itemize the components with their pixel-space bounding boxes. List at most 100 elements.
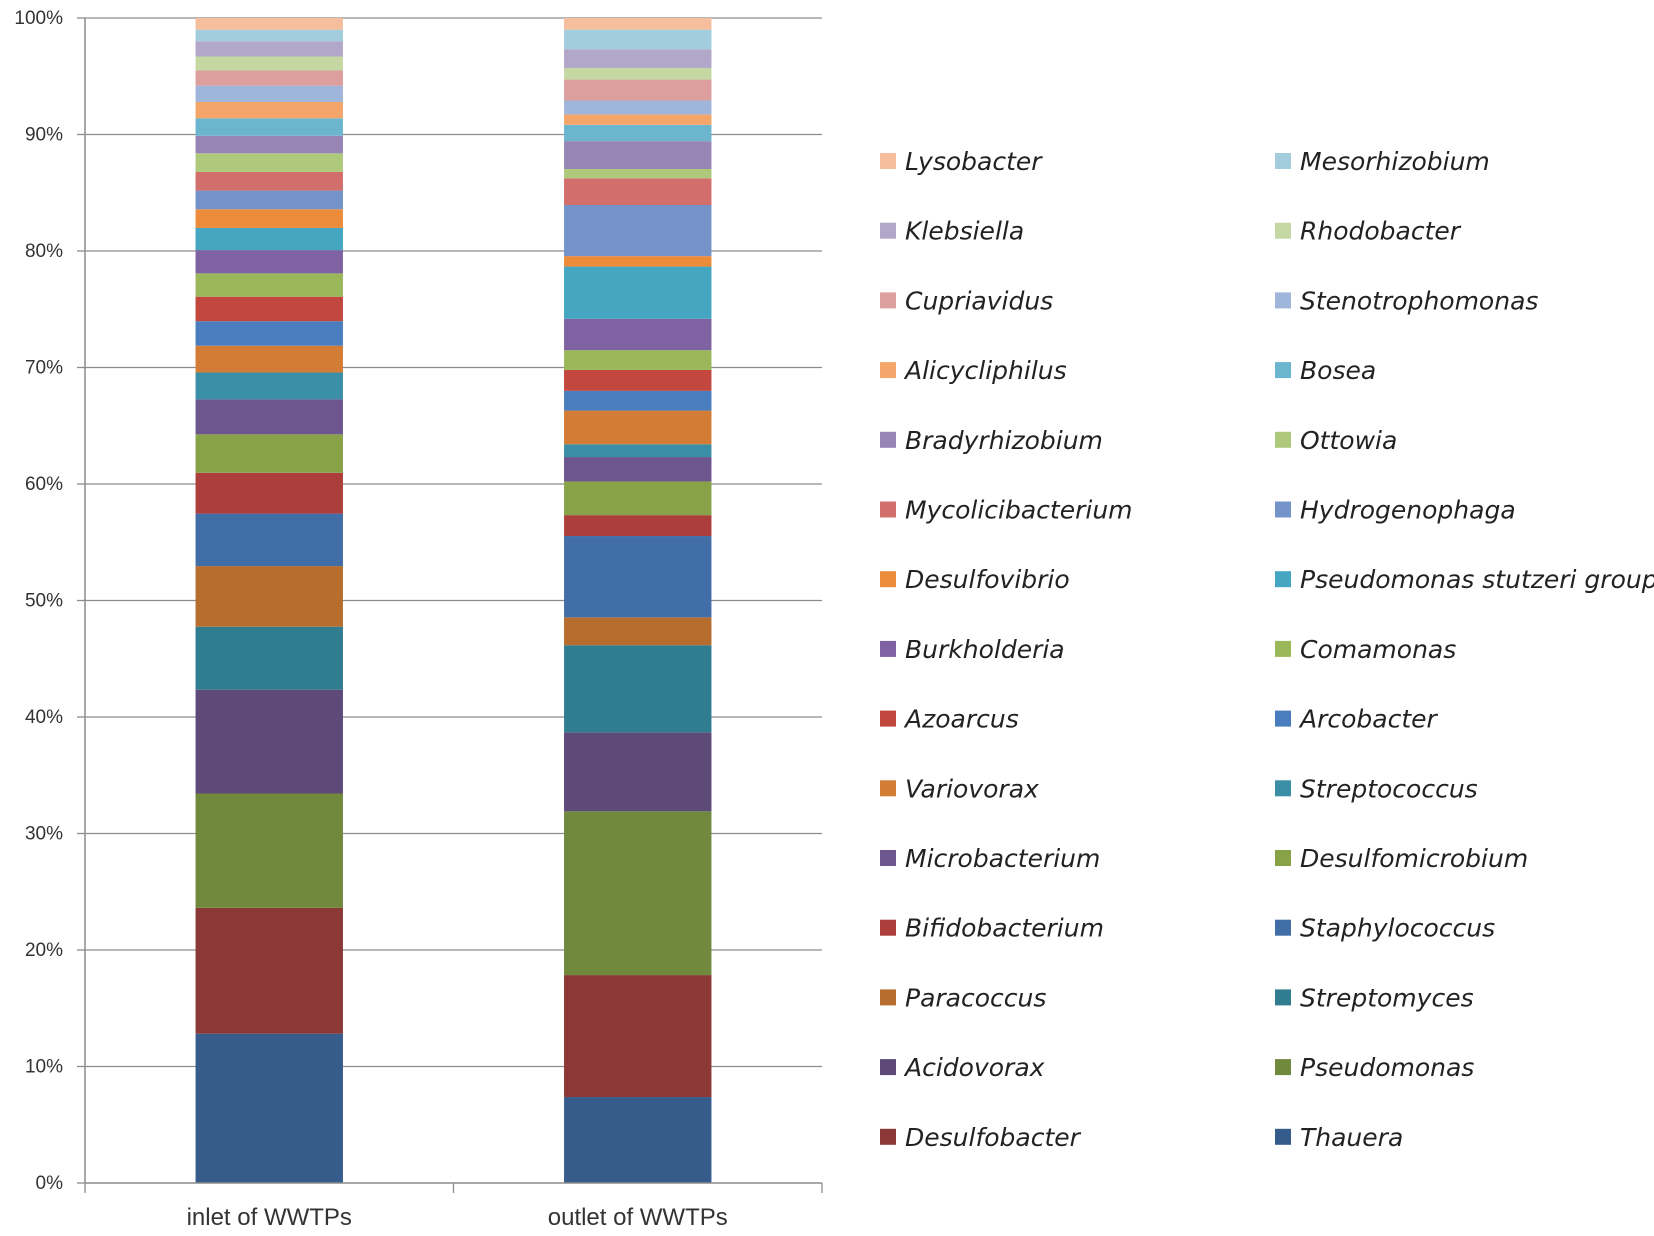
bar-segment-azoarcus [195,296,343,322]
legend-swatch [1275,1059,1291,1076]
bar-segment-stenotrophomonas [195,85,343,102]
legend-swatch [1275,431,1291,448]
legend-swatch [1275,710,1291,727]
bar-segment-variovorax [564,410,712,445]
legend-swatch [880,501,896,518]
bar-segment-streptomyces [564,645,712,733]
bars [195,18,712,1183]
bar-segment-alicycliphilus [564,114,712,125]
y-tick-label: 0% [36,1173,64,1194]
bar-segment-pseudomonas-stutzeri-group [564,266,712,319]
bar-segment-bosea [195,118,343,136]
x-category-label: outlet of WWTPs [548,1204,728,1231]
bar-segment-pseudomonas [564,811,712,976]
bar-segment-mesorhizobium [564,29,712,50]
legend-swatch [1275,850,1291,866]
legend-label: Stenotrophomonas [1300,286,1538,315]
bar-segment-thauera [195,1033,343,1183]
legend-swatch [1275,153,1291,169]
bar-segment-alicycliphilus [195,101,343,119]
legend-label: Rhodobacter [1300,217,1462,246]
bar-segment-staphylococcus [564,536,712,618]
bar-segment-mesorhizobium [195,29,343,42]
bar-segment-desulfobacter [195,907,343,1034]
legend-label: Klebsiella [905,217,1024,246]
bar-segment-mycolicibacterium [195,171,343,191]
legend-label: Hydrogenophaga [1300,496,1516,525]
bar-segment-paracoccus [195,566,343,627]
legend-swatch [880,780,896,797]
bar-segment-cupriavidus [195,70,343,86]
bar-segment-mycolicibacterium [564,178,712,206]
legend-label: Streptococcus [1300,774,1478,803]
bar-segment-desulfobacter [564,975,712,1098]
legend-swatch [1275,989,1291,1006]
legend-swatch [1275,1128,1291,1145]
legend-label: Mycolicibacterium [905,496,1133,525]
legend-swatch [1275,222,1291,239]
legend-swatch [880,571,896,588]
legend-swatch [1275,640,1291,657]
bar-segment-stenotrophomonas [564,100,712,115]
bar-segment-pseudomonas [195,793,343,908]
bar-segment-staphylococcus [195,513,343,567]
bar-segment-ottowia [195,153,343,172]
legend-swatch [880,1128,896,1145]
y-tick-label: 90% [25,125,63,146]
legend-label: Bifidobacterium [905,914,1104,943]
legend-label: Desulfobacter [905,1123,1082,1152]
bar-segment-klebsiella [195,41,343,57]
legend-label: Streptomyces [1300,983,1474,1012]
bar-segment-cupriavidus [564,79,712,101]
legend-label: Arcobacter [1298,705,1439,734]
legend-label: Cupriavidus [905,286,1053,315]
axes [84,18,823,1193]
bar-segment-arcobacter [195,321,343,346]
legend-swatch [880,850,896,866]
legend-label: Lysobacter [905,147,1043,176]
legend: Lysobacter Mesorhizobium Klebsiella Rhodoba… [880,147,1654,1152]
bar-segment-acidovorax [195,689,343,794]
legend-label: Paracoccus [905,983,1046,1012]
y-tick-label: 40% [25,707,63,728]
bar-segment-comamonas [195,273,343,297]
legend-label: Pseudomonas stutzeri group [1300,565,1654,594]
y-tick-label: 50% [25,591,63,612]
legend-swatch [880,362,896,379]
bar-segment-bosea [564,124,712,142]
legend-swatch [1275,501,1291,518]
legend-label: Alicycliphilus [903,356,1067,385]
y-tick-label: 100% [14,8,63,29]
bar-segment-lysobacter [195,18,343,30]
bar-segment-desulfomicrobium [564,481,712,516]
legend-swatch [880,640,896,657]
legend-swatch [1275,571,1291,588]
bar-segment-paracoccus [564,617,712,646]
bar-segment-bifidobacterium [195,472,343,514]
legend-label: Acidovorax [903,1053,1045,1082]
legend-label: Burkholderia [905,635,1065,664]
legend-label: Mesorhizobium [1300,147,1490,176]
bar-segment-desulfomicrobium [195,434,343,473]
legend-swatch [880,1059,896,1076]
bar-segment-acidovorax [564,732,712,812]
legend-swatch [880,919,896,936]
y-tick-label: 80% [25,241,63,262]
y-tick-label: 30% [25,824,63,845]
y-tick-label: 20% [25,940,63,961]
bar-segment-ottowia [564,168,712,179]
bar-segment-streptomyces [195,626,343,690]
bar-segment-microbacterium [564,457,712,482]
legend-label: Desulfomicrobium [1300,844,1528,873]
bar-segment-bradyrhizobium [195,135,343,154]
bar-segment-desulfovibrio [564,256,712,267]
bar-segment-klebsiella [564,49,712,68]
legend-swatch [1275,919,1291,936]
legend-label: Ottowia [1300,426,1397,455]
bar-segment-lysobacter [564,18,712,30]
bar-segment-arcobacter [564,390,712,411]
legend-label: Variovorax [905,774,1039,803]
legend-swatch [880,710,896,727]
bar-segment-desulfovibrio [195,209,343,228]
